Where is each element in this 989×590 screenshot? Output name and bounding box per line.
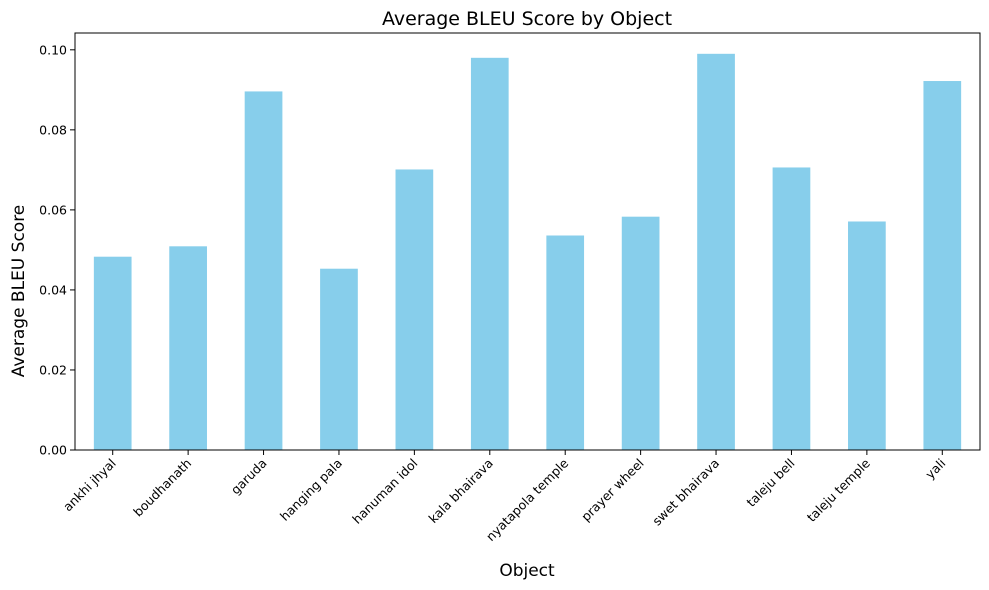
bar	[621, 216, 660, 450]
bar	[244, 91, 283, 450]
bar	[93, 256, 132, 450]
chart-title: Average BLEU Score by Object	[382, 8, 672, 30]
bar	[772, 167, 811, 451]
x-tick-label: swet bhairava	[649, 456, 722, 529]
y-tick-label: 0.00	[39, 443, 67, 458]
x-tick-label: hanuman idol	[349, 456, 420, 527]
y-tick-label: 0.02	[39, 362, 67, 377]
x-tick-label: nyatapola temple	[483, 455, 572, 544]
y-tick-label: 0.04	[39, 282, 67, 297]
bar	[923, 81, 962, 450]
x-tick-label: kala bhairava	[425, 456, 495, 526]
bar	[395, 169, 434, 450]
bar	[470, 57, 509, 451]
x-tick-label: ankhi jhyal	[60, 456, 119, 515]
bar	[320, 268, 358, 450]
x-axis-ticks: ankhi jhyal boudhanath garuda hanging pala h…	[60, 450, 948, 544]
x-tick-label: yali	[922, 456, 948, 482]
x-tick-label: boudhanath	[130, 456, 194, 520]
x-tick-label: taleju temple	[804, 455, 873, 524]
x-tick-label: taleju bell	[743, 456, 797, 510]
y-tick-label: 0.06	[39, 202, 67, 217]
bar	[697, 53, 735, 450]
x-tick-label: prayer wheel	[578, 456, 647, 525]
y-tick-label: 0.10	[39, 42, 67, 57]
x-tick-label: garuda	[228, 456, 270, 498]
bar	[169, 246, 207, 450]
y-axis-ticks: 0.00 0.02 0.04 0.06 0.08 0.10	[39, 42, 75, 458]
bar	[546, 235, 585, 450]
x-axis-label: Object	[499, 561, 555, 581]
y-axis-label: Average BLEU Score	[9, 205, 29, 378]
x-tick-label: hanging pala	[277, 456, 345, 524]
bar	[848, 221, 886, 450]
bars-group	[93, 53, 962, 451]
y-tick-label: 0.08	[39, 122, 67, 137]
plot-frame	[74, 32, 981, 451]
